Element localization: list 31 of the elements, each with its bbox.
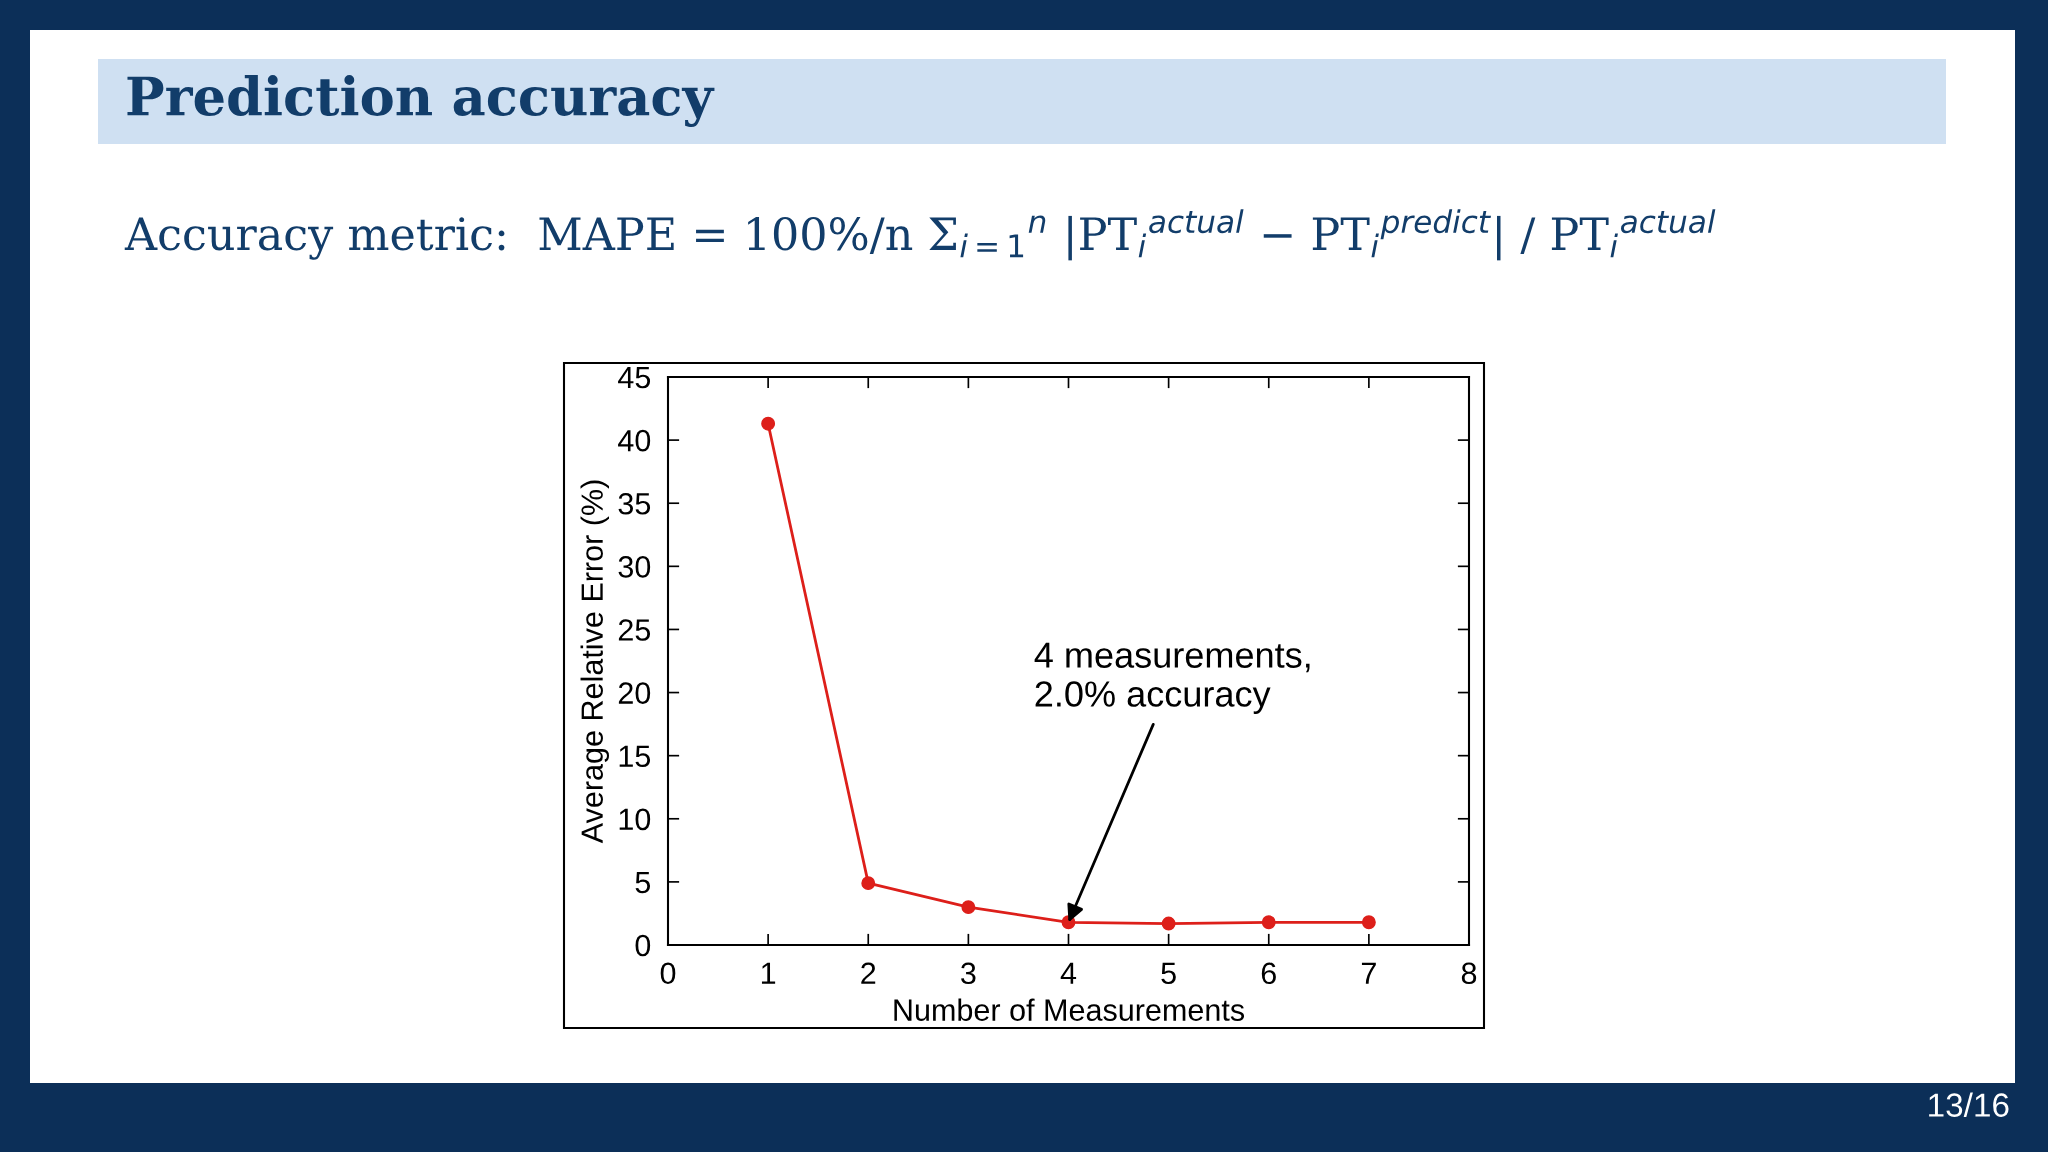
y-tick-label: 30 (618, 556, 651, 578)
point (761, 416, 776, 431)
x-tick-label: 1 (761, 962, 776, 984)
x-tick-label: 0 (660, 962, 676, 985)
x-axis-title: Number of Measurements (894, 998, 1245, 1021)
x-tick-label: 2 (861, 962, 876, 984)
point (1161, 916, 1176, 931)
y-tick-label: 0 (635, 934, 651, 957)
y-axis-title: Average Relative Error (%) (580, 480, 610, 844)
annotation: 4 measurements, 2.0% accuracy (1034, 642, 1310, 714)
point (1361, 915, 1376, 930)
x-tick-label: 6 (1261, 962, 1276, 985)
y-tick-label: 40 (618, 429, 651, 452)
y-tick-label: 5 (635, 871, 651, 894)
point (1261, 915, 1276, 930)
text: Accuracy metric: MAPE = 100%/n Σ$_{i=1}$$^{n}$ |PT$_{i}$$^{actual}$ − PT$_{i}$$^{predict}$| / PT$_{i}$$^{actual}$ (124, 209, 1716, 261)
y-tick-label: 45 (618, 367, 651, 389)
y-tick-label: 35 (618, 492, 651, 515)
y-tick-label: 15 (619, 745, 651, 768)
chart-title: Prediction accuracy (127, 75, 715, 127)
point (961, 900, 976, 915)
y-tick-label: 20 (618, 682, 651, 704)
y-tick-label: 25 (618, 619, 651, 641)
x-tick-label: 7 (1361, 962, 1376, 984)
y-tick-label: 10 (619, 808, 651, 831)
x-tick-label: 5 (1161, 962, 1176, 985)
point (861, 876, 876, 891)
x-tick-label: 8 (1461, 962, 1477, 985)
text: 13/16 (1929, 1092, 2009, 1117)
x-tick-label: 4 (1060, 962, 1077, 984)
x-tick-label: 3 (961, 962, 976, 985)
